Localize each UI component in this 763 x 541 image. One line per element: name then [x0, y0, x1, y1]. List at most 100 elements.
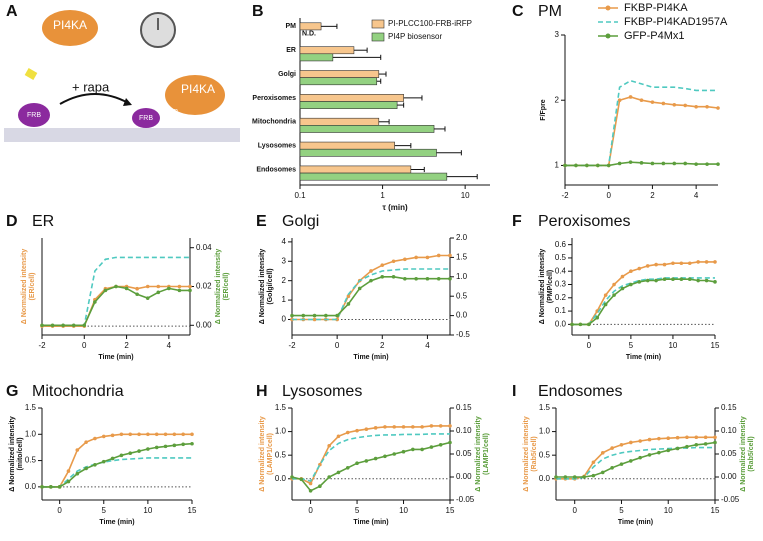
data-point: [414, 276, 418, 281]
category-label: Golgi: [278, 71, 296, 78]
y-tick-label: 1.5: [456, 253, 468, 262]
data-point: [713, 260, 717, 264]
x-axis-label: Time (min): [353, 519, 388, 526]
data-point: [401, 425, 406, 429]
series-line: [292, 276, 450, 317]
data-point: [355, 461, 359, 466]
protein-label: PI4KA: [181, 82, 215, 96]
x-axis-label: Time (min): [98, 354, 133, 361]
series-line: [292, 433, 450, 483]
data-point: [383, 425, 387, 429]
data-point: [181, 432, 185, 437]
x-tick-label: 10: [668, 341, 677, 350]
data-point: [448, 424, 452, 428]
y-tick-label: 0.05: [721, 449, 737, 458]
data-point: [146, 447, 150, 451]
data-point: [335, 317, 339, 322]
y-axis-label: Δ Normalized intensity: [259, 416, 266, 492]
frb-label: FRB: [27, 112, 41, 119]
data-point: [629, 459, 633, 463]
data-point: [685, 435, 689, 440]
x-tick-label: 15: [446, 506, 455, 515]
data-point: [93, 300, 97, 304]
data-point: [373, 456, 378, 461]
y-tick-label: -0.05: [721, 495, 740, 504]
data-point: [694, 104, 698, 109]
bar: [299, 141, 395, 150]
x-tick-label: -2: [38, 341, 46, 350]
data-point: [84, 466, 88, 471]
data-point: [383, 454, 387, 459]
y-axis-label: (LAMP1/cell): [483, 433, 490, 475]
x-tick-label: 0: [335, 341, 340, 350]
data-point: [448, 253, 452, 258]
panel-letter: I: [512, 383, 516, 400]
y-axis-label: F/Fpre: [540, 99, 547, 120]
data-point: [629, 269, 633, 274]
data-point: [327, 475, 331, 479]
x-tick-label: 15: [711, 341, 720, 350]
y-tick-label: 0.05: [456, 449, 472, 458]
data-point: [66, 469, 71, 473]
data-point: [645, 278, 650, 283]
y-tick-label: 0.1: [555, 306, 567, 315]
data-point: [679, 261, 684, 266]
data-point: [190, 432, 194, 437]
data-point: [713, 280, 717, 284]
data-point: [612, 282, 616, 287]
data-point: [574, 163, 578, 168]
y-tick-label: 0.5: [539, 450, 551, 459]
y-tick-label: 0.5: [25, 456, 37, 465]
data-point: [392, 425, 397, 429]
data-point: [679, 277, 684, 281]
data-point: [135, 292, 139, 297]
data-point: [448, 440, 452, 445]
data-point: [167, 286, 171, 291]
y-tick-label: 1.0: [539, 427, 551, 436]
series-line: [291, 441, 451, 492]
data-point: [696, 278, 700, 283]
category-label: PM: [286, 23, 297, 30]
value-label: N.D.: [302, 30, 316, 37]
bar: [299, 172, 448, 181]
data-point: [414, 255, 418, 260]
data-point: [308, 489, 313, 493]
data-point: [645, 264, 650, 268]
data-point: [647, 453, 652, 457]
data-point: [436, 276, 441, 281]
data-point: [591, 473, 596, 478]
pi4ka-blob: [42, 10, 98, 46]
y-axis-label: (LAMP1/cell): [267, 433, 274, 475]
data-point: [705, 104, 709, 109]
legend-label: FKBP-PI4KAD1957A: [624, 16, 728, 28]
bar: [299, 53, 334, 62]
y-axis-label: (Golgi/cell): [267, 268, 274, 304]
data-point: [128, 451, 133, 456]
category-label: Lysosomes: [258, 142, 296, 149]
panel-title: Mitochondria: [32, 383, 124, 400]
y-tick-label: 0.0: [539, 474, 551, 483]
x-tick-label: 5: [619, 506, 624, 515]
data-point: [603, 302, 608, 307]
data-point: [181, 442, 185, 447]
data-point: [61, 323, 65, 328]
data-point: [380, 263, 385, 267]
rapamycin: [24, 68, 38, 80]
data-point: [587, 322, 591, 327]
y-tick-label: 1.5: [25, 403, 37, 412]
data-point: [71, 323, 76, 328]
x-axis-label: Time (min): [618, 519, 653, 526]
x-tick-label: 5: [102, 506, 107, 515]
data-point: [595, 163, 600, 168]
y-tick-label: 0: [282, 315, 287, 324]
panel-title: ER: [32, 213, 54, 230]
data-point: [82, 323, 87, 328]
data-point: [345, 466, 350, 470]
data-point: [716, 162, 720, 166]
bar: [299, 148, 437, 157]
data-point: [172, 432, 177, 437]
x-tick-label: 2: [124, 341, 129, 350]
data-point: [380, 275, 385, 279]
category-label: Peroxisomes: [252, 95, 296, 102]
